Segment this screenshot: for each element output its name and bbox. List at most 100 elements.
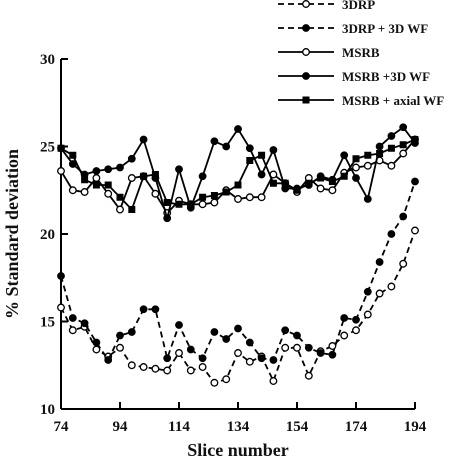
data-point (352, 155, 360, 163)
data-point (68, 326, 77, 335)
data-point (175, 165, 183, 174)
data-point (352, 315, 360, 324)
data-point (269, 179, 277, 187)
data-point (258, 151, 266, 159)
y-tick-label: 20 (40, 227, 55, 243)
data-point (387, 144, 395, 152)
data-point (269, 377, 278, 385)
x-tick-label: 94 (113, 419, 129, 435)
data-point (328, 342, 337, 350)
data-point (92, 181, 100, 189)
legend-label: 3DRP + 3D WF (342, 21, 428, 36)
data-point (222, 142, 231, 151)
data-point (363, 310, 372, 319)
data-point (198, 200, 207, 209)
data-point (68, 314, 77, 322)
data-point (234, 195, 242, 203)
y-tick-label: 10 (40, 402, 55, 418)
data-point (127, 328, 136, 336)
data-point (281, 326, 290, 335)
ticks: 10 15 20 25 30 74 94 114 134 154 174 194 (40, 52, 427, 435)
legend: 3DRP 3DRP + 3D WF MSRB MSRB +3D WF MSRB + ax… (278, 0, 444, 108)
legend-item: 3DRP + 3D WF (278, 21, 428, 36)
legend-marker (302, 96, 310, 104)
data-point (411, 177, 419, 186)
data-point (411, 226, 419, 235)
legend-item: MSRB (278, 45, 380, 60)
data-point (387, 132, 396, 140)
data-point (245, 357, 254, 366)
data-point (304, 343, 313, 352)
x-tick-label: 174 (345, 419, 368, 435)
data-point (210, 137, 219, 146)
data-point (375, 142, 384, 151)
x-tick-label: 114 (168, 419, 190, 435)
data-point (340, 172, 348, 180)
data-point (293, 186, 301, 194)
data-point (127, 174, 136, 182)
data-point (175, 200, 183, 208)
data-point (234, 349, 242, 357)
data-point (399, 123, 408, 132)
x-tick-label: 134 (227, 419, 250, 435)
data-point (104, 165, 113, 174)
data-point (57, 167, 65, 175)
data-point (139, 305, 148, 314)
data-point (116, 163, 124, 172)
data-point (376, 150, 384, 157)
data-point (69, 151, 77, 159)
data-point (305, 179, 313, 187)
data-point (304, 371, 313, 380)
data-point (375, 258, 384, 266)
series-0 (57, 226, 419, 387)
data-point (163, 214, 172, 223)
y-tick-label: 30 (40, 52, 55, 68)
data-point (387, 230, 396, 238)
data-point (210, 198, 219, 207)
data-point (399, 259, 408, 268)
data-point (269, 146, 278, 154)
data-point (234, 324, 242, 333)
data-point (316, 184, 325, 193)
data-point (127, 361, 136, 370)
data-point (163, 199, 171, 206)
data-point (198, 363, 207, 371)
data-point (352, 326, 360, 335)
data-point (116, 205, 124, 214)
data-point (187, 200, 195, 208)
data-point (340, 314, 349, 322)
data-point (92, 338, 101, 347)
series-2 (57, 135, 419, 217)
data-point (222, 335, 231, 343)
data-point (210, 378, 219, 387)
data-point (175, 349, 183, 357)
data-point (352, 163, 360, 172)
data-point (328, 178, 336, 185)
series-line (60, 126, 416, 222)
x-tick-label: 74 (54, 419, 70, 435)
data-point (198, 172, 207, 181)
data-point (399, 212, 408, 221)
data-point (186, 345, 195, 354)
data-point (57, 272, 65, 280)
data-point (57, 303, 65, 312)
legend-label: MSRB +3D WF (342, 69, 430, 84)
data-point (245, 338, 254, 347)
data-point (257, 354, 266, 363)
data-point (328, 186, 337, 195)
series-layer (57, 123, 419, 387)
data-point (269, 356, 278, 364)
data-point (104, 356, 113, 364)
data-point (340, 151, 349, 160)
data-point (80, 188, 89, 196)
data-point (199, 193, 207, 201)
data-point (245, 193, 254, 202)
data-point (68, 186, 77, 195)
data-point (245, 144, 254, 153)
data-point (139, 363, 148, 371)
data-point (352, 174, 360, 182)
data-point (234, 181, 242, 189)
data-point (387, 161, 396, 170)
data-point (375, 289, 384, 298)
